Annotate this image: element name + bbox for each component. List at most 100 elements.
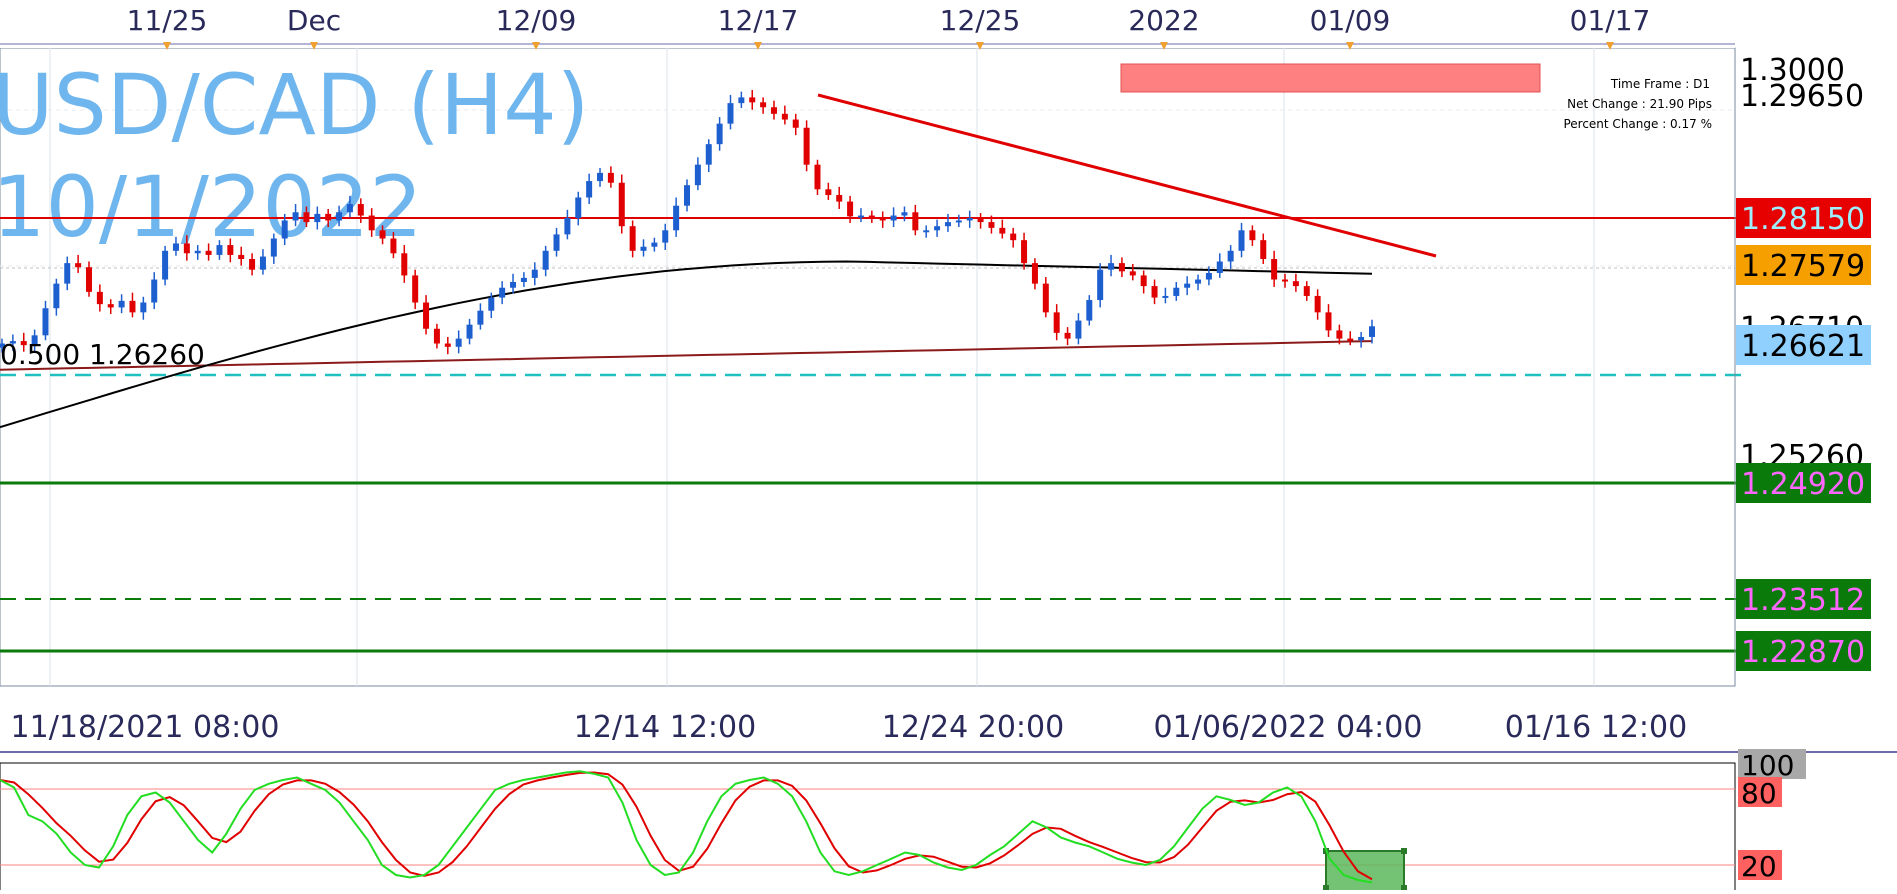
candle bbox=[1271, 250, 1278, 287]
candle bbox=[999, 219, 1006, 239]
candle bbox=[1292, 273, 1299, 292]
candle bbox=[1151, 279, 1158, 305]
candle bbox=[183, 235, 190, 261]
top-date-label: Dec bbox=[287, 4, 341, 37]
candle bbox=[1118, 257, 1125, 278]
candle bbox=[814, 159, 821, 196]
candle bbox=[499, 281, 506, 305]
candle bbox=[955, 214, 962, 228]
top-date-axis: 11/25 Dec 12/09 12/17 12/25 2022 01/09 01/17 bbox=[0, 0, 1735, 50]
candle bbox=[1238, 222, 1245, 258]
candle bbox=[510, 273, 517, 294]
svg-text:80: 80 bbox=[1741, 777, 1777, 810]
top-date-label: 11/25 bbox=[127, 4, 208, 37]
candle bbox=[868, 210, 875, 223]
candle bbox=[836, 186, 843, 209]
candle bbox=[1140, 270, 1147, 294]
candle bbox=[988, 215, 995, 234]
axis-label-129650: 1.29650 bbox=[1740, 79, 1864, 114]
svg-text:1.23512: 1.23512 bbox=[1741, 583, 1865, 618]
candle bbox=[0, 338, 5, 353]
candle bbox=[792, 113, 799, 136]
price-tag: 1.23512 bbox=[1736, 579, 1871, 619]
candle bbox=[314, 206, 321, 230]
candle bbox=[553, 227, 560, 257]
candle bbox=[531, 262, 538, 286]
candle bbox=[1021, 232, 1028, 270]
candle bbox=[379, 225, 386, 245]
candle bbox=[423, 295, 430, 335]
candle bbox=[1205, 266, 1212, 286]
candle bbox=[781, 105, 788, 125]
candle bbox=[172, 236, 179, 256]
candle bbox=[1064, 327, 1071, 346]
candle bbox=[42, 300, 49, 341]
main-plot-frame bbox=[0, 47, 1736, 687]
stoch-level-tag: 80 bbox=[1738, 777, 1782, 810]
candle bbox=[1314, 289, 1321, 320]
horizontal-grid bbox=[0, 109, 1735, 267]
top-date-label: 01/17 bbox=[1570, 4, 1651, 37]
candle bbox=[1260, 233, 1267, 264]
top-date-label: 12/09 bbox=[496, 4, 577, 37]
price-tag: 1.28150 bbox=[1736, 198, 1871, 238]
candle bbox=[1325, 304, 1332, 337]
candle bbox=[1129, 263, 1136, 281]
bottom-date-label: 12/24 20:00 bbox=[882, 710, 1064, 745]
candle bbox=[1042, 277, 1049, 318]
candle bbox=[1358, 332, 1365, 348]
info-net-change: Net Change : 21.90 Pips bbox=[1567, 97, 1712, 111]
candle bbox=[140, 296, 147, 320]
candle bbox=[205, 243, 212, 261]
candle bbox=[760, 97, 767, 114]
svg-text:1.24920: 1.24920 bbox=[1741, 467, 1865, 502]
bottom-date-label: 01/16 12:00 bbox=[1505, 710, 1687, 745]
bottom-date-label: 12/14 12:00 bbox=[574, 710, 756, 745]
candle bbox=[1075, 313, 1082, 345]
candle bbox=[586, 173, 593, 205]
candle bbox=[1227, 245, 1234, 269]
candle bbox=[270, 233, 277, 264]
svg-text:1.22870: 1.22870 bbox=[1741, 635, 1865, 670]
candle bbox=[75, 254, 82, 273]
candle bbox=[727, 94, 734, 130]
svg-text:1.26621: 1.26621 bbox=[1741, 329, 1865, 364]
candle bbox=[1282, 273, 1289, 288]
candle bbox=[31, 329, 38, 351]
candle bbox=[966, 210, 973, 228]
candle bbox=[847, 195, 854, 223]
price-tag: 1.26621 bbox=[1736, 325, 1871, 365]
price-tag: 1.22870 bbox=[1736, 631, 1871, 671]
price-tag: 1.27579 bbox=[1736, 245, 1871, 285]
candle bbox=[1010, 227, 1017, 248]
candle bbox=[662, 223, 669, 250]
candle bbox=[1031, 258, 1038, 290]
info-percent-change: Percent Change : 0.17 % bbox=[1563, 117, 1712, 131]
candlestick-series bbox=[0, 90, 1375, 355]
candle bbox=[694, 157, 701, 191]
candle bbox=[1053, 304, 1060, 341]
candle bbox=[705, 139, 712, 173]
candle bbox=[738, 91, 745, 109]
stoch-level-tag: 20 bbox=[1738, 850, 1782, 883]
candle bbox=[597, 167, 604, 187]
candle bbox=[85, 261, 92, 297]
info-time-frame: Time Frame : D1 bbox=[1610, 77, 1710, 91]
candle bbox=[357, 198, 364, 223]
candle bbox=[1336, 324, 1343, 345]
candle bbox=[401, 245, 408, 283]
candle bbox=[912, 204, 919, 236]
candle bbox=[890, 207, 897, 228]
candle bbox=[923, 225, 930, 238]
bottom-date-axis: 11/18/2021 08:00 12/14 12:00 12/24 20:00 01… bbox=[11, 710, 1688, 745]
candle bbox=[64, 256, 71, 291]
candle bbox=[96, 284, 103, 312]
candle bbox=[629, 220, 636, 258]
candle bbox=[151, 272, 158, 310]
candle bbox=[857, 208, 864, 223]
candle bbox=[216, 240, 223, 260]
candle bbox=[129, 292, 136, 318]
